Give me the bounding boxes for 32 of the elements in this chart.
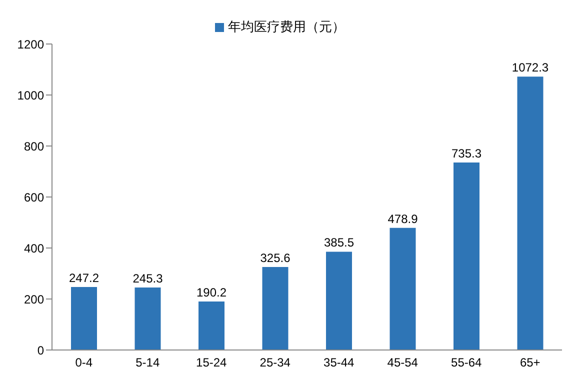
bar <box>326 252 352 350</box>
y-tick-label: 400 <box>24 241 44 256</box>
y-tick-label: 800 <box>24 139 44 154</box>
y-tick-label: 0 <box>37 343 44 358</box>
y-tick-label: 600 <box>24 190 44 204</box>
data-label: 385.5 <box>324 236 354 250</box>
x-tick-label: 25-34 <box>260 356 291 370</box>
x-tick-label: 15-24 <box>196 356 228 370</box>
y-tick-label: 1000 <box>17 88 44 102</box>
bar <box>517 76 544 350</box>
data-label: 190.2 <box>196 286 227 300</box>
y-tick-label: 200 <box>24 292 44 306</box>
y-tick-label: 1200 <box>17 37 44 52</box>
x-tick-label: 5-14 <box>136 356 160 370</box>
data-label: 478.9 <box>388 212 418 226</box>
bar <box>454 162 480 350</box>
x-tick-label: 45-54 <box>387 356 418 370</box>
data-label: 735.3 <box>451 146 482 160</box>
data-label: 325.6 <box>260 250 291 265</box>
x-tick-label: 35-44 <box>324 356 355 370</box>
data-label: 245.3 <box>132 271 164 286</box>
x-tick-label: 0-4 <box>75 356 93 370</box>
bar <box>134 287 161 350</box>
x-tick-label: 65+ <box>520 356 540 370</box>
data-label: 247.2 <box>68 270 100 285</box>
bar <box>390 228 416 350</box>
data-label: 1072.3 <box>512 60 549 75</box>
x-tick-label: 55-64 <box>451 356 482 370</box>
bar <box>71 286 97 350</box>
bar <box>262 266 288 350</box>
legend-label: 年均医疗费用（元） <box>228 19 345 34</box>
bar <box>198 302 224 350</box>
